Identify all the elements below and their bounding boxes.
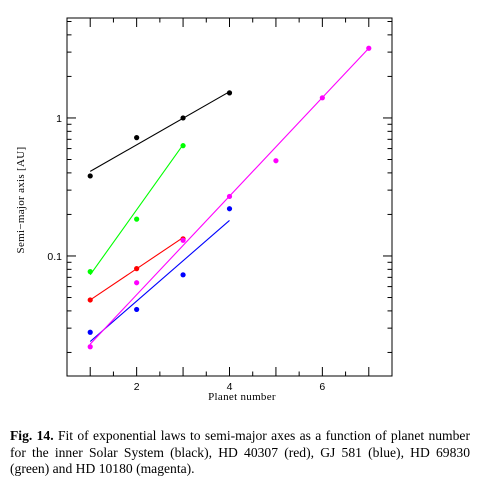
fit-line [89, 91, 230, 172]
figure-caption: Fig. 14. Fit of exponential laws to semi… [10, 428, 470, 478]
x-tick-label: 4 [227, 381, 233, 393]
fit-line [89, 219, 230, 342]
data-point [180, 143, 186, 149]
chart: 2 4 6 0.1 1 Planet number Semi−major axis [A… [15, 17, 393, 403]
tick-labels: 2 4 6 0.1 1 [47, 113, 325, 393]
x-tick-label: 6 [319, 381, 325, 393]
data-point [273, 158, 279, 164]
x-axis-label: Planet number [208, 391, 276, 403]
data-point [366, 45, 372, 51]
y-tick-label: 1 [56, 113, 62, 125]
data-point [87, 297, 93, 303]
data-point [226, 90, 233, 96]
data-point [134, 306, 140, 313]
y-tick-label: 0.1 [47, 251, 62, 263]
data-point [180, 115, 186, 121]
data-point [319, 95, 325, 101]
data-point [134, 216, 140, 222]
x-tick-label: 2 [134, 381, 140, 393]
figure: 2 4 6 0.1 1 Planet number Semi−major axis [A… [15, 17, 393, 403]
data-point [87, 269, 93, 275]
data-point [134, 280, 140, 286]
axis-ticks [67, 18, 392, 376]
caption-label: Fig. 14. [10, 428, 54, 443]
data-point [180, 272, 186, 278]
fit-line [89, 144, 184, 276]
data-point [134, 135, 140, 141]
data-points [87, 45, 372, 350]
data-point [134, 266, 140, 272]
y-axis-label: Semi−major axis [AU] [15, 147, 27, 254]
caption-text: Fit of exponential laws to semi-major ax… [10, 428, 470, 476]
data-point [226, 206, 233, 212]
data-point [226, 193, 233, 200]
data-point [180, 237, 186, 243]
data-point [87, 329, 93, 335]
data-point [87, 344, 93, 350]
data-point [87, 173, 93, 179]
